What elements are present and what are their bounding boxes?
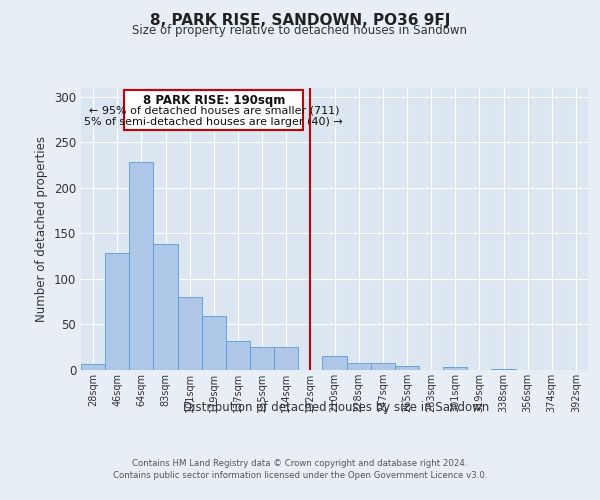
Bar	[178, 297, 202, 370]
Bar	[81, 364, 105, 370]
Bar	[443, 368, 467, 370]
Bar	[395, 366, 419, 370]
Bar	[202, 316, 226, 370]
Bar	[371, 362, 395, 370]
FancyBboxPatch shape	[124, 90, 303, 130]
Bar	[105, 254, 129, 370]
Text: 8, PARK RISE, SANDOWN, PO36 9FJ: 8, PARK RISE, SANDOWN, PO36 9FJ	[150, 12, 450, 28]
Bar	[250, 347, 274, 370]
Bar	[129, 162, 154, 370]
Bar	[274, 347, 298, 370]
Text: Distribution of detached houses by size in Sandown: Distribution of detached houses by size …	[183, 401, 489, 414]
Text: 5% of semi-detached houses are larger (40) →: 5% of semi-detached houses are larger (4…	[85, 116, 343, 126]
Bar	[491, 369, 515, 370]
Y-axis label: Number of detached properties: Number of detached properties	[35, 136, 49, 322]
Text: Contains public sector information licensed under the Open Government Licence v3: Contains public sector information licen…	[113, 472, 487, 480]
Bar	[226, 341, 250, 370]
Bar	[322, 356, 347, 370]
Text: Contains HM Land Registry data © Crown copyright and database right 2024.: Contains HM Land Registry data © Crown c…	[132, 460, 468, 468]
Text: ← 95% of detached houses are smaller (711): ← 95% of detached houses are smaller (71…	[89, 106, 339, 116]
Bar	[154, 244, 178, 370]
Bar	[347, 362, 371, 370]
Text: 8 PARK RISE: 190sqm: 8 PARK RISE: 190sqm	[143, 94, 285, 107]
Text: Size of property relative to detached houses in Sandown: Size of property relative to detached ho…	[133, 24, 467, 37]
